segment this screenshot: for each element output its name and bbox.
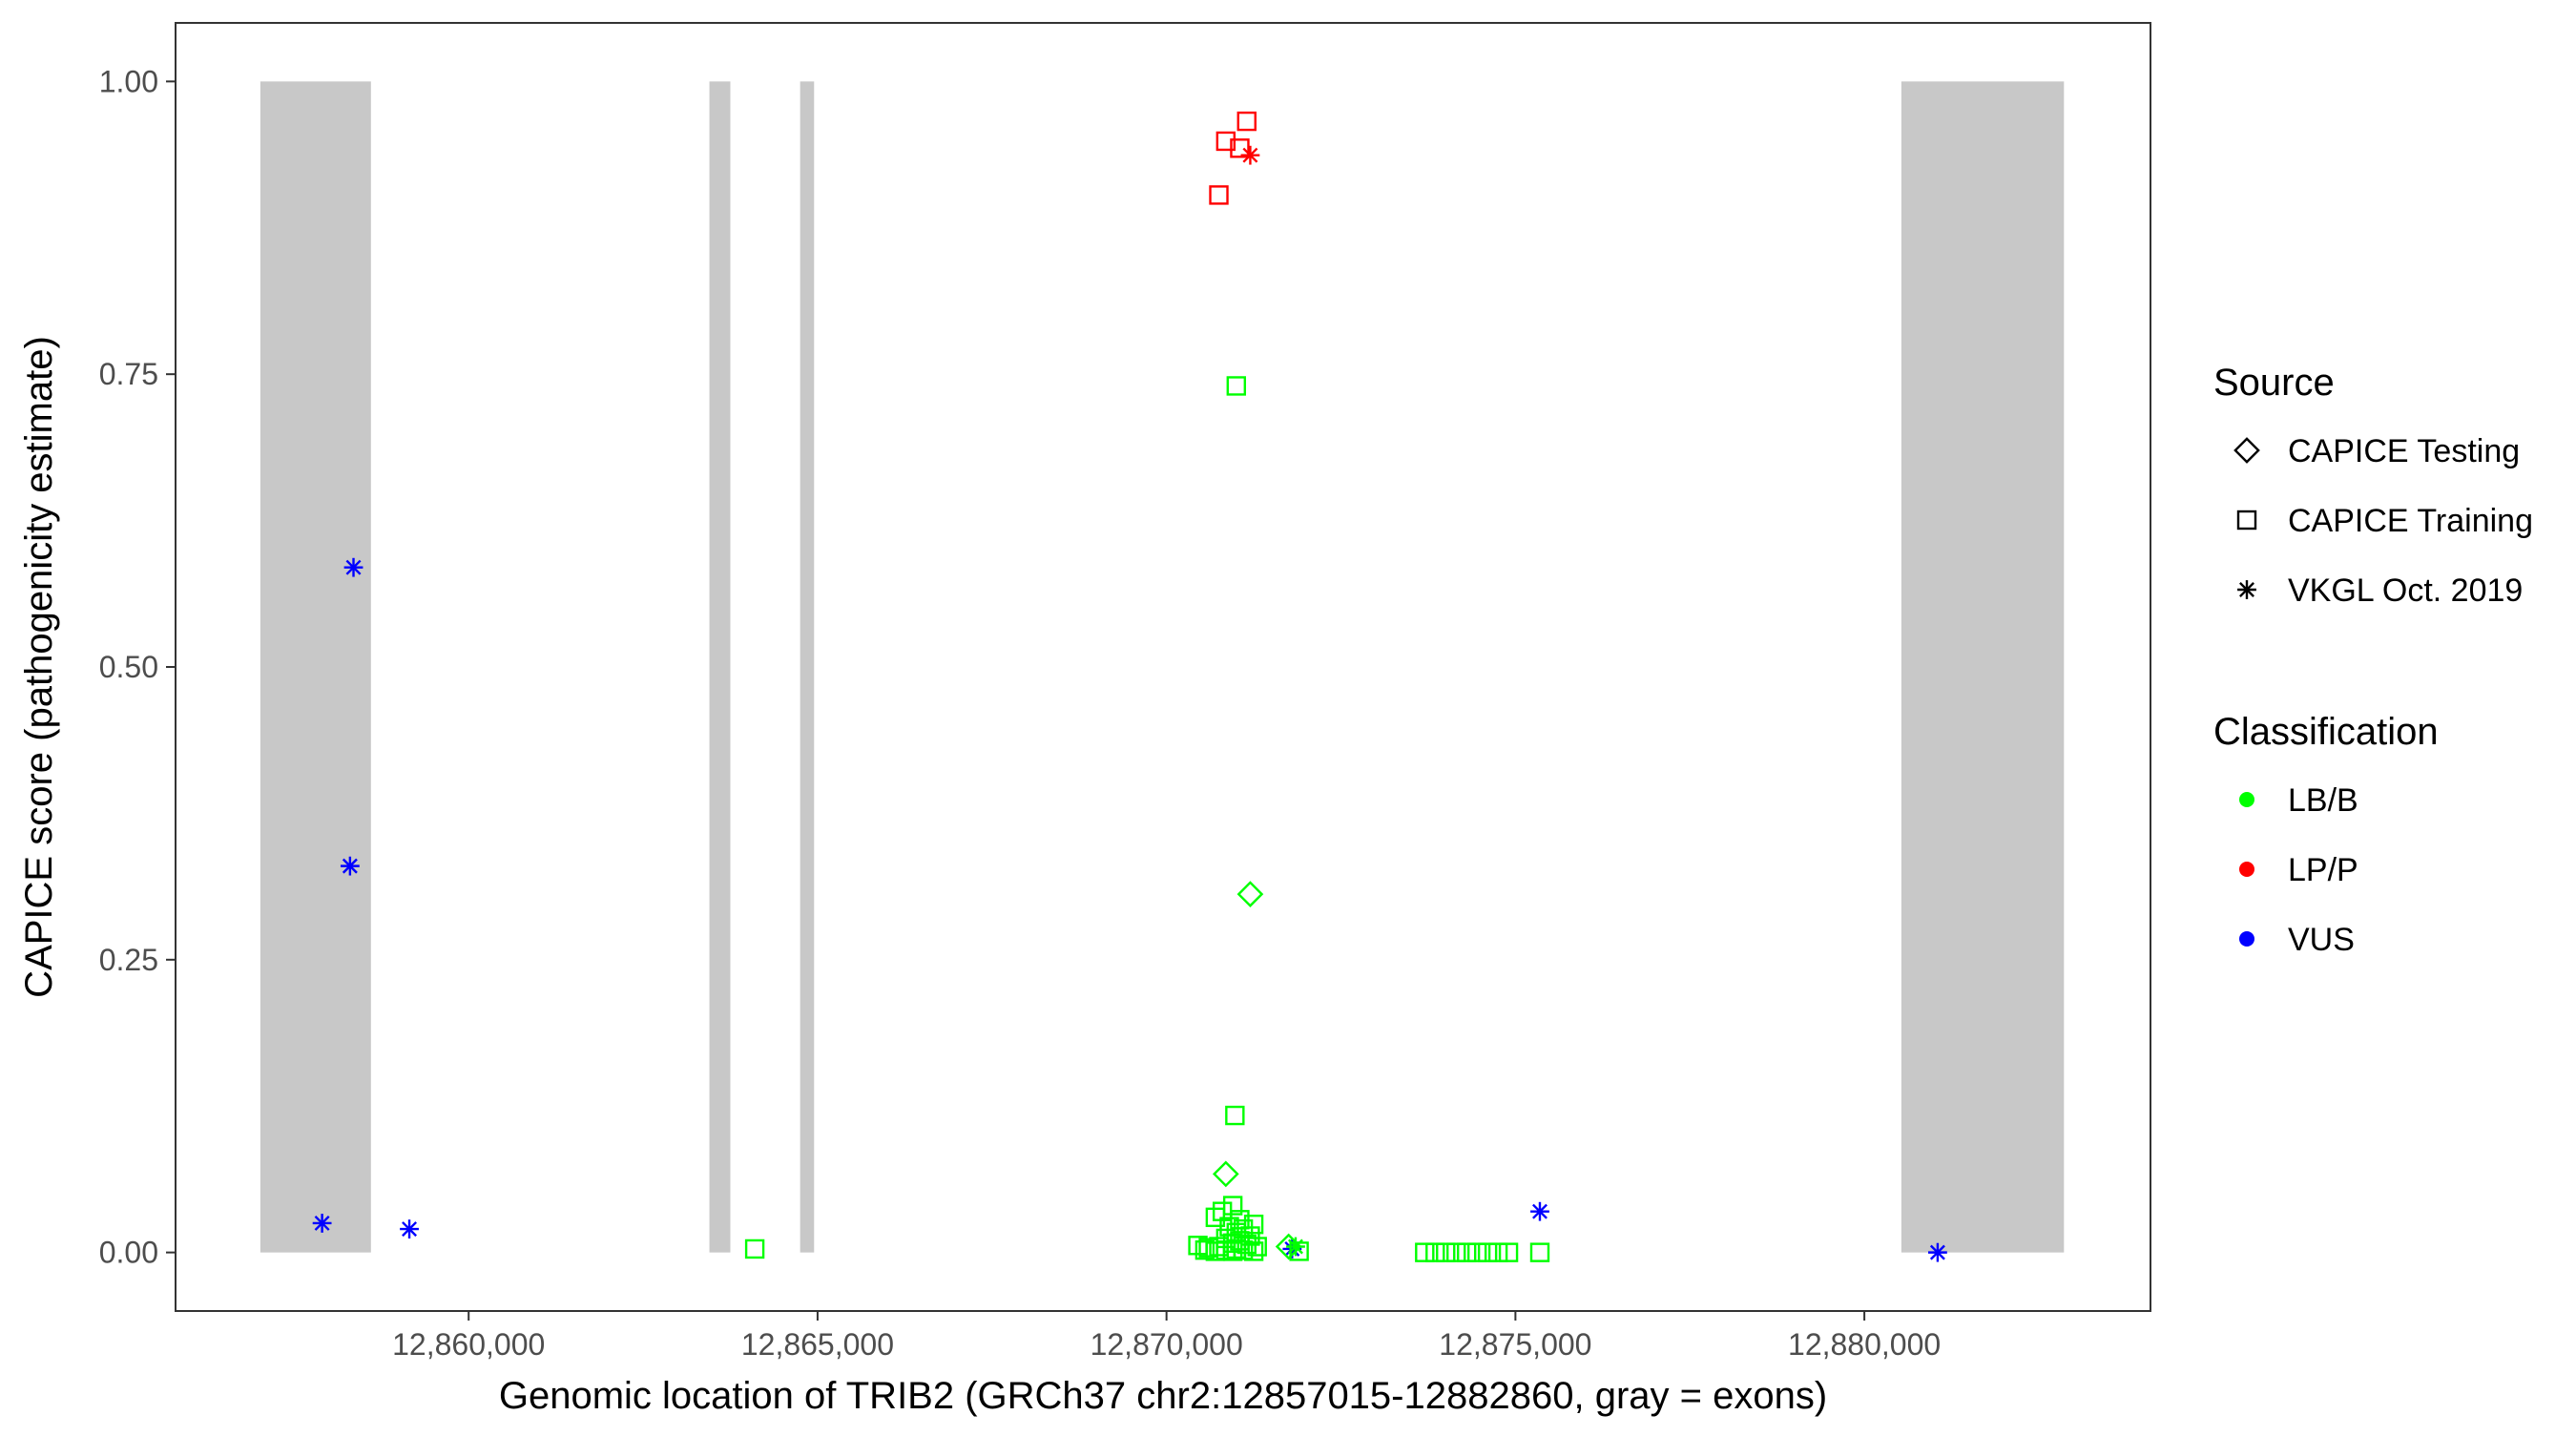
legend-label: CAPICE Testing <box>2288 433 2520 469</box>
data-point <box>1209 185 1229 205</box>
legend-title-source: Source <box>2213 362 2335 404</box>
data-point <box>1456 1242 1477 1262</box>
data-point <box>400 1219 419 1238</box>
legend-title-classification: Classification <box>2213 711 2439 753</box>
data-point <box>1226 376 1247 396</box>
y-tick-label: 0.25 <box>99 943 158 977</box>
legend-label: CAPICE Training <box>2288 503 2533 539</box>
data-point <box>343 557 364 577</box>
data-point <box>1222 1196 1243 1216</box>
data-point <box>1289 1241 1309 1261</box>
data-point <box>1243 1241 1264 1261</box>
data-point <box>1487 1242 1508 1262</box>
data-point <box>744 1238 765 1259</box>
x-tick-label: 12,875,000 <box>1439 1327 1591 1362</box>
data-point <box>1436 1242 1456 1262</box>
legend-label: VUS <box>2288 922 2355 958</box>
y-axis-title: CAPICE score (pathogenicity estimate) <box>18 336 60 998</box>
data-point <box>1212 1160 1239 1188</box>
legend-key-dot <box>2239 931 2254 947</box>
data-point <box>1415 1242 1435 1262</box>
legend-key-square <box>2236 510 2257 531</box>
legend-key-asterisk <box>2237 580 2256 599</box>
y-tick-label: 0.50 <box>99 650 158 684</box>
exon-layer <box>260 81 2065 1253</box>
axes-layer: 12,860,000 12,865,000 12,870,000 12,875,000… <box>99 64 1941 1362</box>
x-tick-label: 12,870,000 <box>1091 1327 1243 1362</box>
legend-class-items: LB/B LP/P VUS <box>2239 782 2358 958</box>
legend-key-dot <box>2239 792 2254 807</box>
points-layer <box>312 111 1947 1262</box>
data-point <box>340 856 360 876</box>
data-point <box>1230 138 1250 158</box>
legend-label: VKGL Oct. 2019 <box>2288 572 2523 609</box>
legend-label: LP/P <box>2288 852 2358 888</box>
data-point <box>1425 1242 1445 1262</box>
x-axis-title: Genomic location of TRIB2 (GRCh37 chr2:1… <box>499 1375 1827 1417</box>
exon-region-4 <box>1901 81 2065 1253</box>
data-point <box>1236 111 1257 132</box>
x-tick-label: 12,860,000 <box>392 1327 545 1362</box>
data-point <box>312 1214 332 1233</box>
data-point <box>1222 1241 1243 1261</box>
legend-label: LB/B <box>2288 782 2358 819</box>
data-point <box>1928 1242 1947 1262</box>
y-tick-label: 0.00 <box>99 1236 158 1270</box>
data-point <box>1286 1237 1305 1257</box>
data-point <box>1477 1242 1498 1262</box>
x-tick-label: 12,880,000 <box>1788 1327 1941 1362</box>
data-point <box>1530 1201 1549 1221</box>
y-tick-label: 0.75 <box>99 357 158 391</box>
data-point <box>1215 131 1236 152</box>
exon-region-2 <box>709 81 731 1253</box>
legend-key-dot <box>2239 862 2254 877</box>
y-tick-label: 1.00 <box>99 64 158 98</box>
data-point <box>1247 1237 1267 1257</box>
x-tick-label: 12,865,000 <box>741 1327 894 1362</box>
data-point <box>1236 881 1264 907</box>
data-point <box>1275 1233 1302 1260</box>
plot-panel-border <box>175 22 2151 1312</box>
legend-key-diamond <box>2233 437 2260 464</box>
data-point <box>1498 1242 1519 1262</box>
data-point <box>1225 1105 1245 1126</box>
data-point <box>1240 145 1260 165</box>
data-point <box>1195 1239 1215 1260</box>
legend-source-items: CAPICE Testing CAPICE Training VKGL Oct. 2… <box>2233 433 2533 609</box>
data-point <box>1466 1242 1487 1262</box>
data-point <box>1446 1242 1466 1262</box>
data-point <box>1236 1234 1257 1255</box>
exon-region-1 <box>260 81 371 1253</box>
data-point <box>1529 1242 1550 1262</box>
legend: Source CAPICE Testing CAPICE Training VKGL… <box>2213 362 2533 958</box>
data-point <box>1233 1239 1254 1260</box>
exon-region-3 <box>800 81 815 1253</box>
